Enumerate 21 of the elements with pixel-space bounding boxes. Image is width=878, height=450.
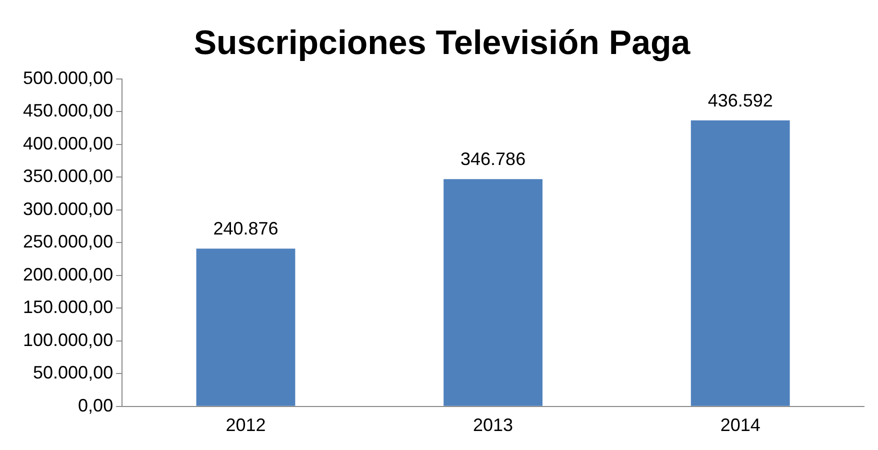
y-tick-label: 350.000,00 bbox=[22, 166, 114, 186]
bar bbox=[690, 120, 790, 406]
y-tick-label: 200.000,00 bbox=[22, 264, 114, 284]
y-tick-label: 450.000,00 bbox=[22, 100, 114, 121]
chart-title: Suscripciones Televisión Paga bbox=[194, 24, 692, 62]
bar bbox=[444, 179, 543, 406]
y-tick-label: 0,00 bbox=[78, 395, 114, 416]
y-tick-label: 300.000,00 bbox=[22, 198, 114, 219]
x-tick-label: 2013 bbox=[473, 415, 514, 436]
y-tick-label: 400.000,00 bbox=[22, 133, 114, 154]
data-label: 240.876 bbox=[213, 218, 278, 239]
data-label: 346.786 bbox=[460, 149, 526, 170]
y-tick-label: 100.000,00 bbox=[22, 330, 114, 350]
bar bbox=[196, 248, 296, 406]
y-tick-label: 500.000,00 bbox=[22, 68, 114, 88]
y-tick-label: 150.000,00 bbox=[22, 297, 114, 318]
data-label: 436.592 bbox=[708, 90, 773, 110]
x-tick-label: 2014 bbox=[720, 415, 760, 436]
x-tick-label: 2012 bbox=[226, 415, 266, 436]
y-tick-label: 50.000,00 bbox=[33, 362, 114, 383]
y-tick-label: 250.000,00 bbox=[22, 232, 114, 252]
